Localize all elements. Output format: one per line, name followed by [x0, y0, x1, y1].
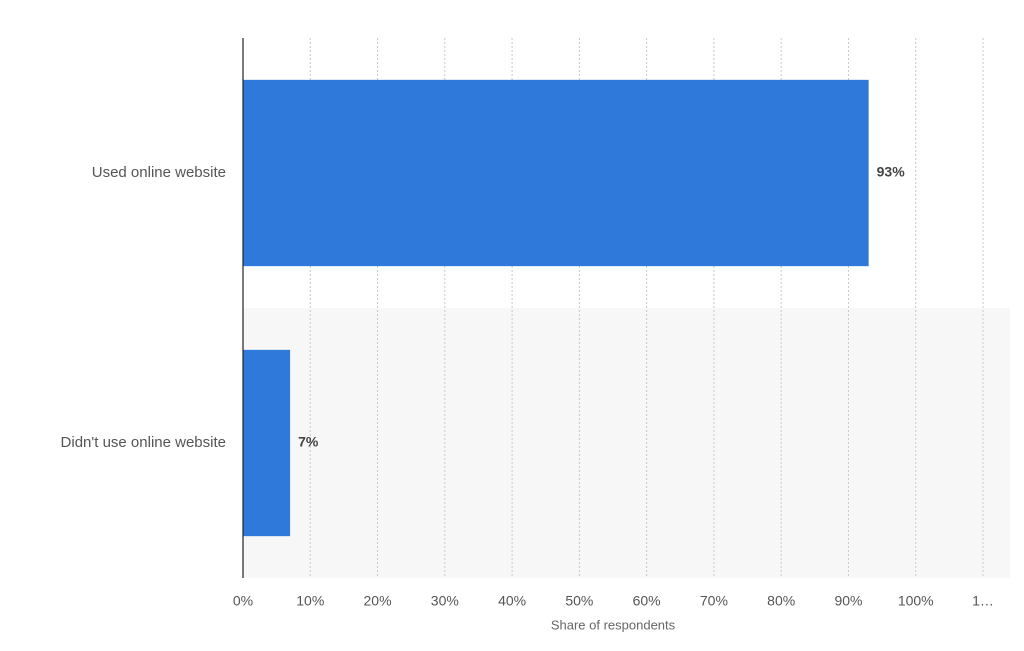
x-axis-label: Share of respondents: [551, 617, 676, 632]
bar: [243, 349, 291, 537]
x-tick-label: 100%: [898, 593, 934, 609]
y-tick-label: Didn't use online website: [61, 434, 226, 451]
x-tick-label: 30%: [431, 593, 459, 609]
bar: [243, 79, 869, 267]
x-tick-label: 60%: [633, 593, 661, 609]
value-label: 7%: [298, 434, 319, 450]
x-tick-label: 50%: [565, 593, 593, 609]
y-tick-label: Used online website: [92, 164, 226, 181]
x-tick-label: 1…: [972, 593, 994, 609]
x-tick-label: 20%: [364, 593, 392, 609]
row-band: [243, 308, 1010, 578]
x-tick-label: 0%: [233, 593, 253, 609]
x-tick-label: 90%: [834, 593, 862, 609]
x-tick-label: 40%: [498, 593, 526, 609]
x-tick-label: 80%: [767, 593, 795, 609]
x-tick-label: 70%: [700, 593, 728, 609]
x-tick-label: 10%: [296, 593, 324, 609]
value-label: 93%: [877, 164, 906, 180]
